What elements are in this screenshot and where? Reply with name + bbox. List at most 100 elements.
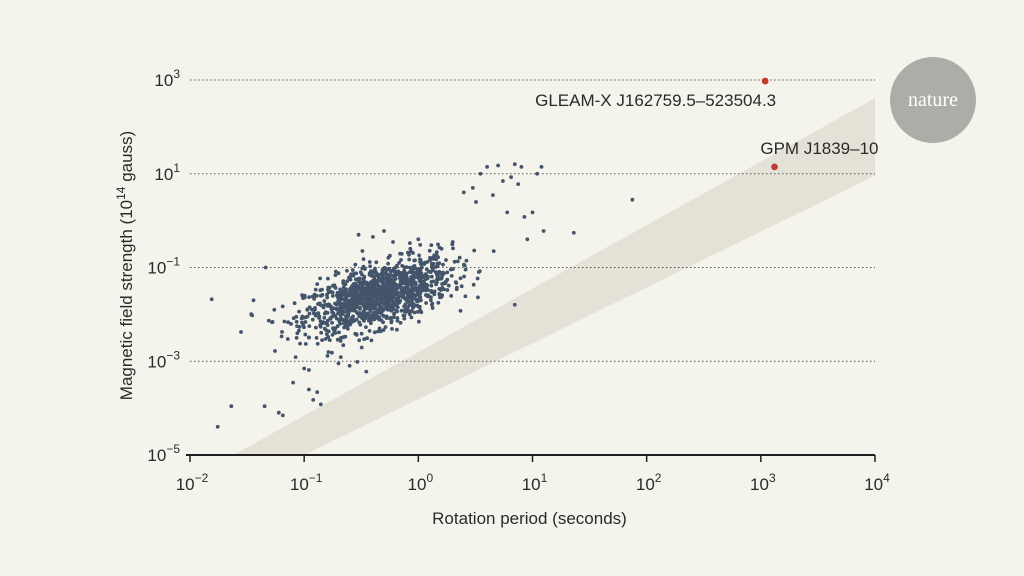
pulsar-point bbox=[335, 295, 340, 299]
pulsar-point bbox=[263, 265, 268, 270]
pulsar-point bbox=[239, 330, 243, 334]
y-tick-label: 10−3 bbox=[147, 348, 180, 371]
pulsar-point bbox=[471, 282, 476, 287]
pulsar-point bbox=[361, 257, 366, 261]
pulsar-point bbox=[411, 302, 416, 307]
pulsar-point bbox=[389, 315, 393, 320]
pulsar-point bbox=[541, 229, 546, 233]
pulsar-point bbox=[427, 269, 431, 274]
pulsar-point bbox=[530, 210, 535, 215]
pulsar-point bbox=[399, 258, 403, 262]
pulsar-point bbox=[419, 298, 423, 303]
pulsar-point bbox=[381, 320, 385, 325]
pulsar-point bbox=[300, 320, 304, 325]
axes-layer bbox=[186, 454, 876, 462]
pulsar-point bbox=[382, 229, 386, 233]
pulsar-point bbox=[326, 302, 331, 307]
pulsar-point bbox=[378, 309, 382, 313]
pulsar-point bbox=[359, 345, 364, 350]
pulsar-point bbox=[430, 306, 435, 310]
pulsar-point bbox=[333, 285, 337, 289]
pulsar-point bbox=[418, 283, 422, 288]
pulsar-point bbox=[321, 320, 326, 324]
pulsar-point bbox=[347, 300, 352, 305]
pulsar-point bbox=[421, 285, 425, 290]
pulsar-point bbox=[326, 287, 330, 292]
pulsar-point bbox=[392, 315, 396, 320]
pulsar-point bbox=[378, 289, 383, 294]
pulsar-point bbox=[411, 264, 416, 269]
pulsar-point bbox=[295, 324, 299, 328]
pulsar-point bbox=[424, 283, 429, 288]
pulsar-point bbox=[392, 312, 396, 316]
pulsar-point bbox=[369, 286, 374, 290]
pulsar-point bbox=[437, 292, 442, 297]
pulsar-point bbox=[404, 274, 408, 279]
y-tick-label: 101 bbox=[154, 161, 180, 184]
pulsar-point bbox=[395, 318, 400, 323]
pulsar-point bbox=[459, 284, 464, 289]
pulsar-point bbox=[371, 235, 375, 239]
pulsar-point bbox=[291, 380, 295, 385]
pulsar-point bbox=[354, 287, 359, 292]
pulsar-point bbox=[215, 424, 220, 429]
pulsar-point bbox=[354, 284, 359, 288]
pulsar-point bbox=[451, 246, 455, 251]
pulsar-point bbox=[348, 277, 353, 282]
y-tick-label: 103 bbox=[154, 67, 180, 90]
pulsar-point bbox=[380, 269, 385, 274]
pulsar-point bbox=[337, 319, 342, 324]
pulsar-point bbox=[407, 257, 412, 262]
pulsar-point bbox=[351, 308, 356, 313]
pulsar-point bbox=[302, 295, 307, 300]
pulsar-point bbox=[312, 294, 317, 299]
pulsar-point bbox=[361, 264, 366, 269]
pulsar-point bbox=[454, 287, 459, 292]
pulsar-point bbox=[485, 165, 489, 169]
highlight-label: GPM J1839–10 bbox=[760, 139, 878, 158]
pulsar-point bbox=[356, 232, 361, 237]
pulsar-point bbox=[462, 263, 467, 268]
pulsar-point bbox=[404, 310, 409, 314]
pulsar-point bbox=[330, 350, 334, 355]
pulsar-point bbox=[209, 297, 214, 302]
pulsar-point bbox=[316, 311, 321, 316]
pulsar-point bbox=[402, 316, 407, 321]
pulsar-point bbox=[415, 299, 419, 304]
pulsar-point bbox=[415, 310, 420, 314]
pulsar-point bbox=[342, 321, 346, 326]
pulsar-point bbox=[630, 197, 635, 202]
pulsar-point bbox=[322, 316, 327, 320]
pulsar-point bbox=[361, 314, 366, 319]
pulsar-point bbox=[307, 324, 312, 328]
pulsar-point bbox=[441, 281, 446, 286]
pulsar-point bbox=[411, 251, 415, 255]
pulsar-point bbox=[330, 290, 335, 295]
pulsar-point bbox=[359, 331, 364, 336]
pulsar-point bbox=[394, 265, 398, 270]
pulsar-point bbox=[368, 314, 372, 319]
labels-layer: 10−2 10−1 100 101 102 103 104 10−5 10−3 10−1 101 10… bbox=[114, 67, 890, 528]
highlight-point bbox=[761, 77, 769, 85]
pulsar-point bbox=[428, 258, 432, 263]
pulsar-point bbox=[452, 259, 457, 264]
pulsar-point bbox=[384, 303, 389, 308]
x-axis-title: Rotation period (seconds) bbox=[432, 509, 627, 528]
pulsar-point bbox=[409, 315, 414, 320]
pulsar-point bbox=[360, 249, 365, 253]
pulsar-point bbox=[429, 243, 434, 248]
pulsar-point bbox=[315, 282, 320, 286]
pulsar-point bbox=[410, 297, 415, 302]
pulsar-point bbox=[362, 274, 367, 279]
pulsar-point bbox=[377, 326, 382, 331]
pulsar-point bbox=[426, 274, 430, 279]
pulsar-point bbox=[374, 260, 379, 265]
pulsar-point bbox=[325, 354, 330, 358]
pulsar-point bbox=[409, 284, 414, 289]
pulsar-point bbox=[377, 315, 382, 319]
pulsar-point bbox=[289, 322, 293, 326]
pulsar-point bbox=[319, 330, 324, 335]
pulsar-point bbox=[457, 255, 462, 260]
pulsar-point bbox=[331, 311, 336, 315]
pulsar-point bbox=[448, 267, 453, 272]
